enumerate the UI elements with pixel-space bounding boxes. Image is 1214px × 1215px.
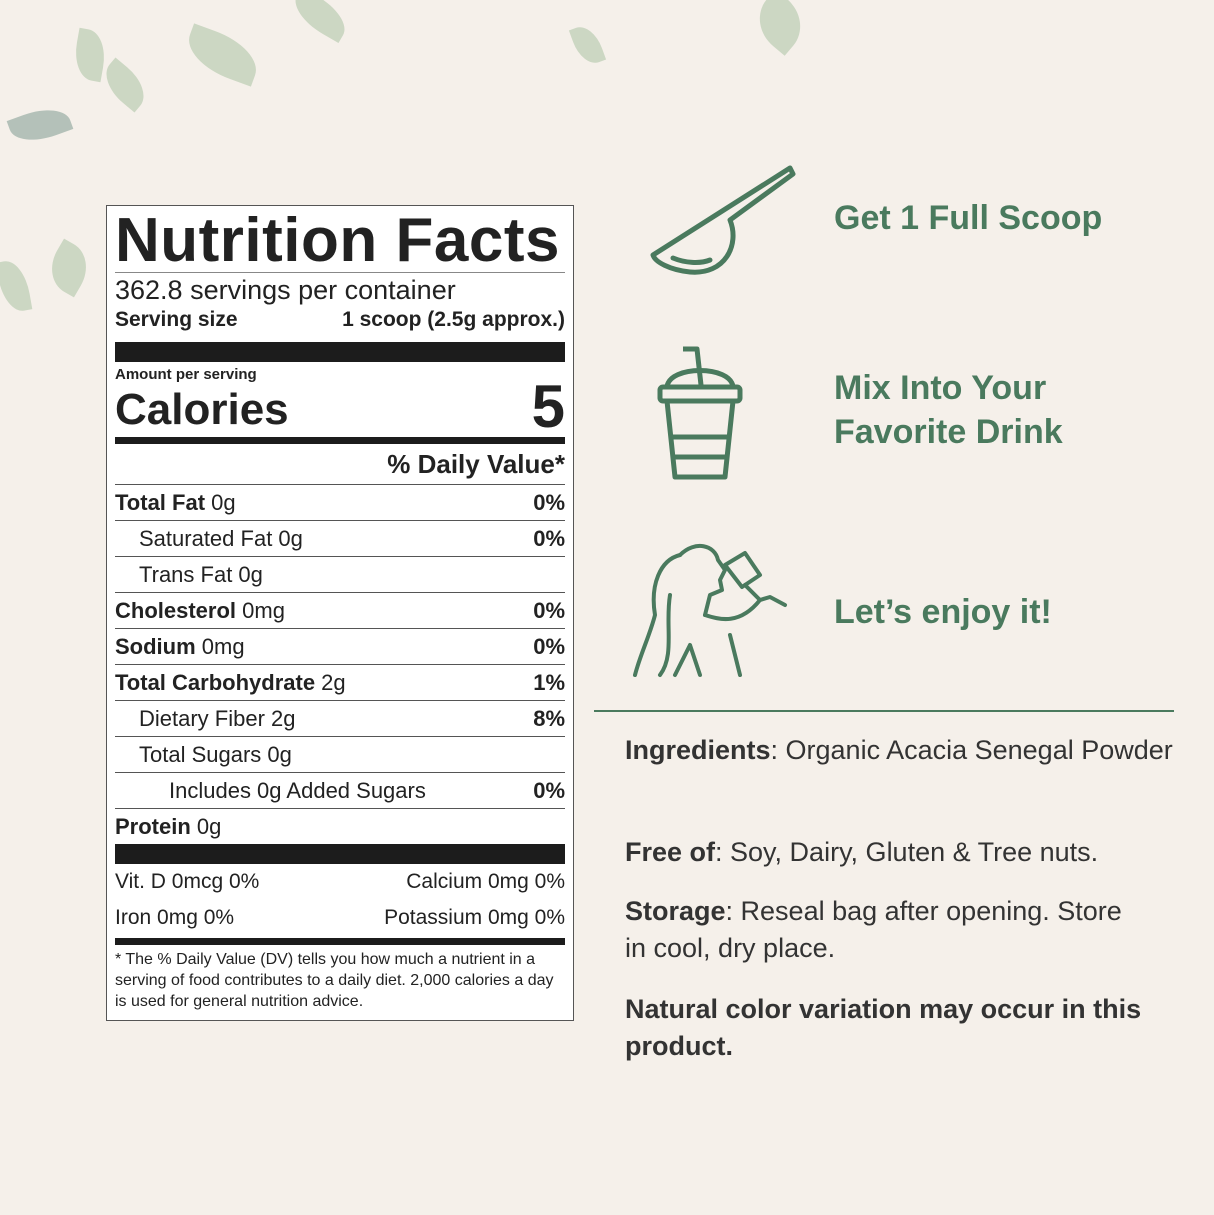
ingredients-label: Ingredients [625, 735, 771, 765]
serving-size: Serving size 1 scoop (2.5g approx.) [115, 308, 565, 332]
step-3-text: Let’s enjoy it! [834, 593, 1052, 631]
nutrient-row: Cholesterol 0mg 0% [115, 593, 565, 629]
drink-cup-icon [657, 346, 743, 480]
nutrient-daily-value: 1% [533, 670, 565, 695]
nutrient-name: Trans Fat 0g [139, 562, 263, 587]
nutrient-row: Dietary Fiber 2g 8% [115, 701, 565, 737]
vitamin-value: Calcium 0mg 0% [406, 870, 565, 893]
nutrition-facts-label: Nutrition Facts 362.8 servings per conta… [106, 205, 574, 1021]
nutrient-daily-value: 8% [533, 706, 565, 731]
step-2-text: Mix Into Your Favorite Drink [834, 369, 1063, 451]
vitamin-value: Iron 0mg 0% [115, 906, 235, 929]
serving-size-value: 1 scoop (2.5g approx.) [342, 308, 565, 331]
color-variation-note: Natural color variation may occur in thi… [625, 994, 1142, 1061]
ingredients: Ingredients: Organic Acacia Senegal Powd… [625, 729, 1185, 772]
step-1-text: Get 1 Full Scoop [834, 199, 1103, 237]
nutrient-row: Trans Fat 0g [115, 557, 565, 593]
serving-size-label: Serving size [115, 308, 238, 331]
nutrition-title: Nutrition Facts [115, 206, 560, 275]
storage-value: : Reseal bag after opening. Store in coo… [625, 896, 1122, 963]
nutrient-row: Includes 0g Added Sugars 0% [115, 773, 565, 809]
nutrient-daily-value: 0% [533, 778, 565, 803]
nutrient-name: Dietary Fiber 2g [139, 706, 296, 731]
scoop-icon [650, 165, 796, 275]
storage: Storage: Reseal bag after opening. Store… [625, 893, 1125, 967]
nutrient-row: Saturated Fat 0g 0% [115, 521, 565, 557]
nutrient-daily-value: 0% [533, 526, 565, 551]
free-of-value: : Soy, Dairy, Gluten & Tree nuts. [715, 837, 1099, 867]
nutrient-name: Cholesterol 0mg [115, 598, 285, 623]
daily-value-header: % Daily Value* [115, 444, 565, 485]
nutrient-name: Saturated Fat 0g [139, 526, 303, 551]
nutrient-name: Total Carbohydrate 2g [115, 670, 346, 695]
amount-per-serving: Amount per serving [115, 366, 257, 383]
divider [594, 710, 1174, 712]
calories-value: 5 [531, 373, 565, 440]
nutrient-row: Total Carbohydrate 2g 1% [115, 665, 565, 701]
storage-label: Storage [625, 896, 726, 926]
nutrient-row: Total Sugars 0g [115, 737, 565, 773]
calories-row: Calories 5 [115, 377, 565, 437]
vitamin-value: Potassium 0mg 0% [384, 906, 565, 929]
nutrient-daily-value: 0% [533, 490, 565, 515]
free-of-label: Free of [625, 837, 716, 867]
vitamin-row: Vit. D 0mcg 0% Calcium 0mg 0% [115, 864, 565, 900]
nutrient-daily-value: 0% [533, 634, 565, 659]
nutrient-row: Total Fat 0g 0% [115, 485, 565, 521]
nutrient-name: Total Sugars 0g [139, 742, 292, 767]
free-of: Free of: Soy, Dairy, Gluten & Tree nuts. [625, 832, 1185, 872]
nutrient-name: Includes 0g Added Sugars [169, 778, 426, 803]
nutrient-name: Total Fat 0g [115, 490, 236, 515]
woman-drinking-icon [633, 544, 787, 677]
nutrient-row: Sodium 0mg 0% [115, 629, 565, 665]
servings-per-container: 362.8 servings per container [115, 275, 456, 305]
nutrient-name: Sodium 0mg [115, 634, 245, 659]
nutrient-name: Protein 0g [115, 814, 222, 839]
ingredients-value: : Organic Acacia Senegal Powder [770, 735, 1173, 765]
vitamin-row: Iron 0mg 0% Potassium 0mg 0% [115, 900, 565, 936]
nutrient-daily-value: 0% [533, 598, 565, 623]
calories-label: Calories [115, 385, 289, 434]
footnote: * The % Daily Value (DV) tells you how m… [115, 951, 554, 1010]
nutrient-row: Protein 0g [115, 809, 565, 844]
vitamin-value: Vit. D 0mcg 0% [115, 870, 260, 893]
